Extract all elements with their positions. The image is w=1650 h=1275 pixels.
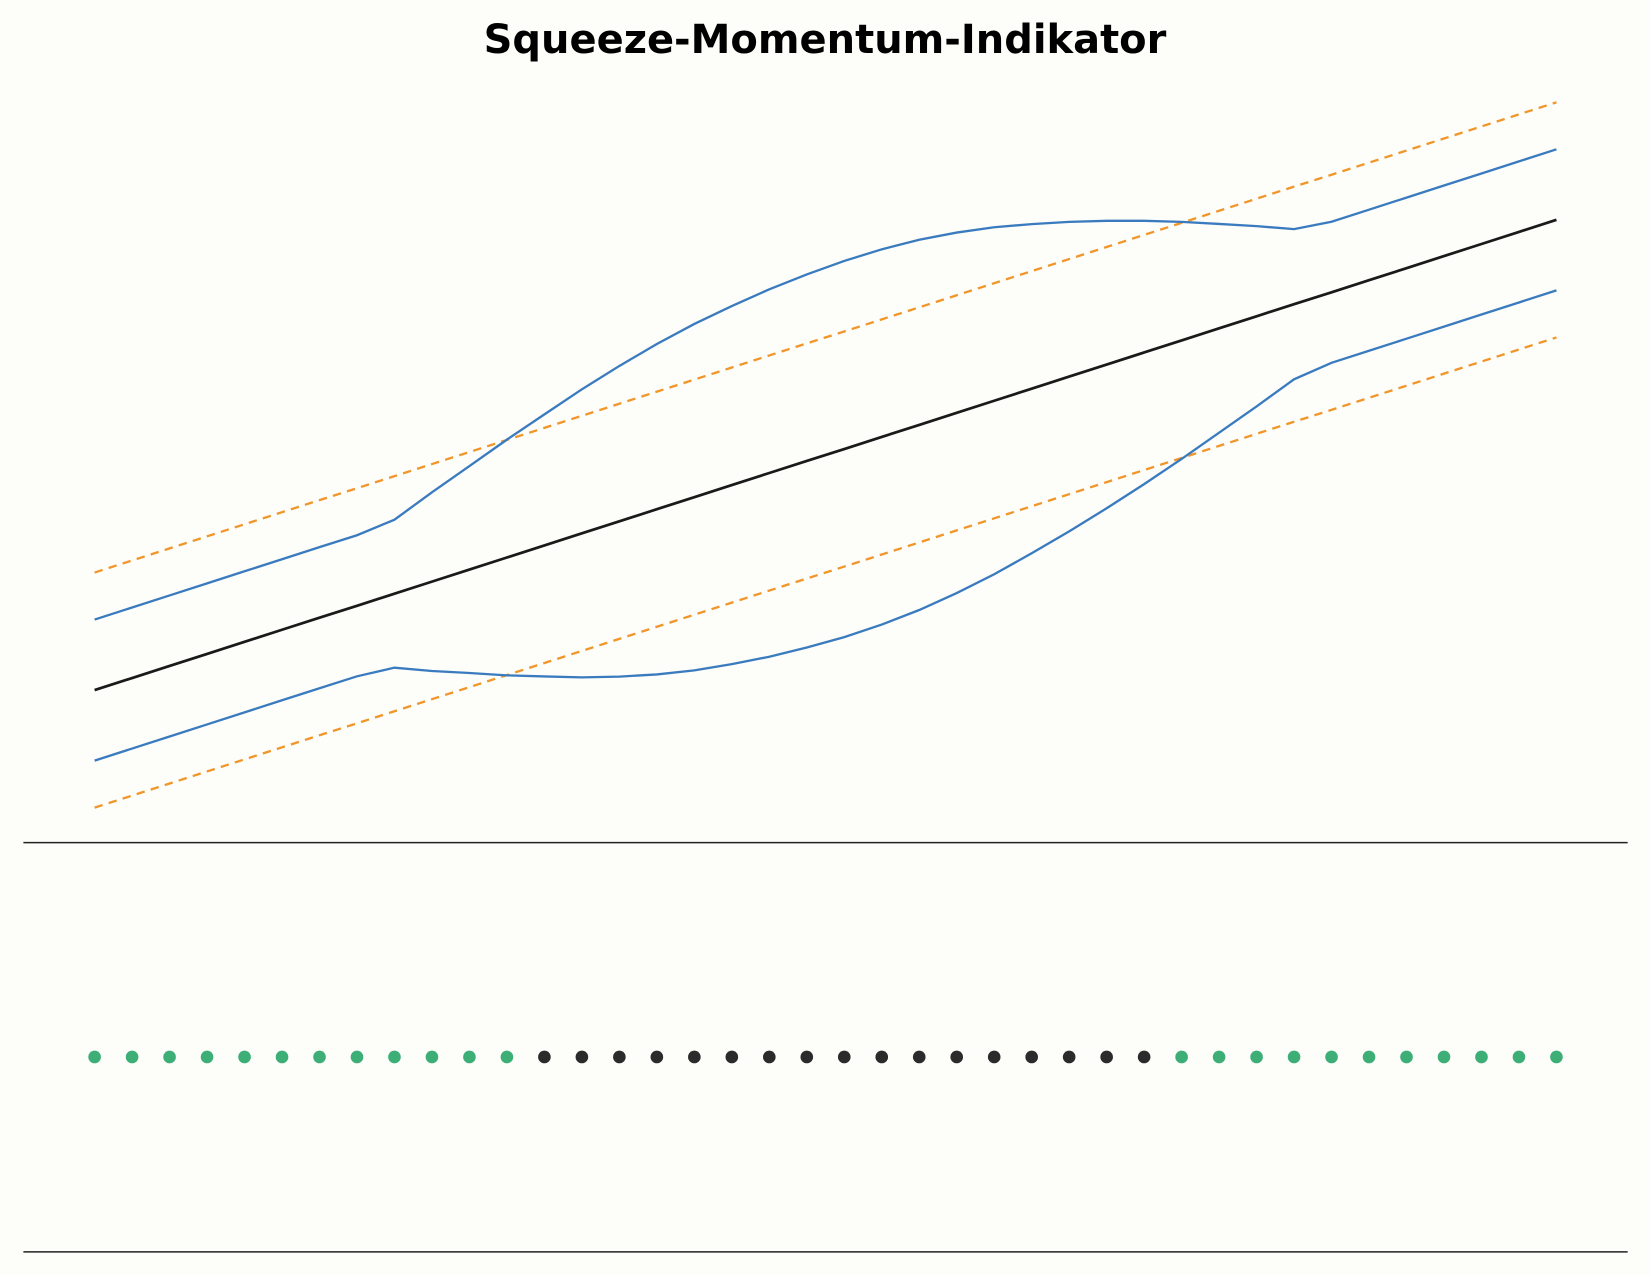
squeeze-dot bbox=[1062, 1050, 1076, 1064]
squeeze-dot bbox=[1137, 1050, 1151, 1064]
squeeze-dot bbox=[125, 1050, 139, 1064]
squeeze-dot bbox=[688, 1050, 701, 1064]
squeeze-dot bbox=[313, 1050, 326, 1064]
series-line bbox=[94, 148, 1557, 621]
squeeze-dot bbox=[800, 1050, 814, 1064]
squeeze-dot bbox=[575, 1050, 589, 1064]
squeeze-dot bbox=[1025, 1050, 1038, 1064]
squeeze-dot bbox=[1250, 1050, 1263, 1064]
series-line bbox=[94, 218, 1557, 692]
squeeze-dot bbox=[1175, 1050, 1188, 1064]
squeeze-dot bbox=[1362, 1050, 1376, 1064]
squeeze-dot bbox=[350, 1050, 364, 1064]
series-line bbox=[94, 336, 1557, 809]
squeeze-dot bbox=[275, 1050, 289, 1064]
chart-title: Squeeze-Momentum-Indikator bbox=[484, 17, 1167, 63]
squeeze-dot bbox=[725, 1050, 739, 1064]
squeeze-dot bbox=[88, 1050, 101, 1064]
squeeze-dot bbox=[1400, 1050, 1413, 1064]
squeeze-dot bbox=[875, 1050, 889, 1064]
squeeze-dot bbox=[1100, 1050, 1113, 1064]
squeeze-dot bbox=[425, 1050, 439, 1064]
squeeze-dot bbox=[1550, 1050, 1563, 1064]
squeeze-dot bbox=[463, 1050, 476, 1064]
squeeze-dot bbox=[200, 1050, 214, 1064]
squeeze-dot bbox=[1437, 1050, 1451, 1064]
squeeze-dot bbox=[1287, 1050, 1301, 1064]
squeeze-dot bbox=[837, 1050, 851, 1064]
squeeze-dot bbox=[650, 1050, 664, 1064]
squeeze-dot bbox=[762, 1050, 776, 1064]
squeeze-dot bbox=[1212, 1050, 1226, 1064]
squeeze-dot bbox=[613, 1050, 626, 1064]
series-line bbox=[94, 101, 1557, 574]
squeeze-dot bbox=[538, 1050, 551, 1064]
squeeze-dot bbox=[950, 1050, 964, 1064]
squeeze-dot bbox=[238, 1050, 251, 1064]
squeeze-dot bbox=[1512, 1050, 1526, 1064]
squeeze-dot bbox=[912, 1050, 926, 1064]
squeeze-dot bbox=[1475, 1050, 1488, 1064]
squeeze-dot bbox=[388, 1050, 401, 1064]
series-line bbox=[94, 289, 1557, 762]
squeeze-dot bbox=[500, 1050, 514, 1064]
squeeze-dot bbox=[987, 1050, 1001, 1064]
squeeze-dot bbox=[163, 1050, 176, 1064]
squeeze-dot bbox=[1325, 1050, 1338, 1064]
